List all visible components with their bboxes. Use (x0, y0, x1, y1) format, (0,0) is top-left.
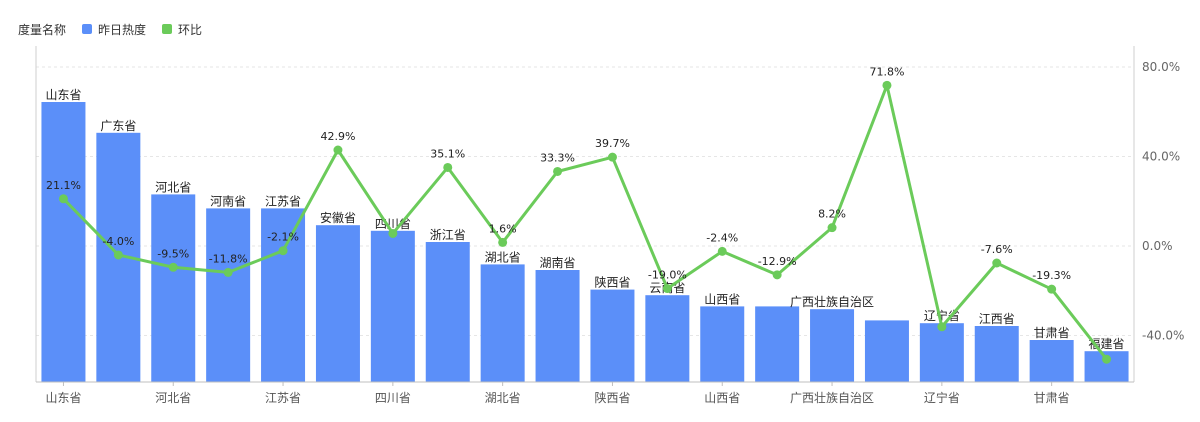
bar-label: 江苏省 (265, 194, 301, 208)
bar-label: 山西省 (704, 292, 740, 306)
x-tick-label: 陕西省 (594, 390, 630, 405)
mom-value-label: -19.0% (648, 269, 687, 282)
x-tick-label: 湖北省 (485, 390, 521, 405)
mom-value-label: 71.8% (869, 65, 904, 78)
bar[interactable] (810, 309, 855, 382)
y-right-tick-label: 40.0% (1142, 150, 1180, 164)
bar[interactable] (864, 320, 909, 382)
y-right-tick-label: -40.0% (1142, 329, 1184, 343)
mom-value-label: -7.6% (981, 243, 1013, 256)
bar[interactable] (535, 270, 580, 382)
mom-value-label: -2.4% (706, 231, 738, 244)
mom-value-label: 1.6% (489, 222, 517, 235)
mom-point[interactable] (333, 145, 343, 155)
mom-value-label: 35.1% (430, 147, 465, 160)
bar[interactable] (700, 306, 745, 382)
mom-point[interactable] (223, 267, 233, 277)
mom-value-label: 8.2% (818, 208, 846, 221)
bars (41, 102, 1129, 382)
legend-label-heat: 昨日热度 (98, 22, 147, 37)
bar[interactable] (41, 102, 86, 382)
x-tick-label: 江苏省 (265, 391, 301, 405)
mom-point[interactable] (1102, 354, 1112, 364)
bar[interactable] (315, 225, 360, 382)
mom-point[interactable] (553, 166, 563, 176)
y-right-tick-label: 80.0% (1142, 60, 1180, 74)
mom-point[interactable] (278, 246, 288, 256)
mom-point[interactable] (882, 80, 892, 90)
mom-point[interactable] (992, 258, 1002, 268)
x-tick-label: 山东省 (45, 391, 81, 405)
bar-label: 甘肃省 (1034, 326, 1070, 340)
bar-label: 浙江省 (430, 228, 466, 242)
bar-label: 湖北省 (485, 249, 521, 264)
mom-value-label: -4.0% (102, 235, 134, 248)
mom-value-label: 33.3% (540, 151, 575, 164)
mom-value-label: -11.8% (209, 252, 248, 265)
mom-value-label: 42.9% (320, 130, 355, 143)
bar-label: 山东省 (45, 88, 81, 102)
mom-value-label: 21.1% (46, 179, 81, 192)
mom-line-path (62, 83, 1108, 361)
x-tick-label: 甘肃省 (1034, 391, 1070, 405)
bar-label: 江西省 (979, 312, 1015, 326)
mom-labels: 21.1% -4.0% -9.5% -11.8% -2.1% 42.9% 35.1% 1.6%… (46, 65, 1071, 282)
bar-label: 湖南省 (540, 255, 576, 270)
mom-line (58, 80, 1112, 364)
x-tick-label: 辽宁省 (924, 390, 960, 405)
bar[interactable] (425, 242, 470, 382)
bar[interactable] (480, 264, 525, 382)
bar[interactable] (590, 289, 635, 382)
mom-point[interactable] (607, 152, 617, 162)
mom-point[interactable] (58, 194, 68, 204)
x-tick-label: 四川省 (375, 391, 411, 405)
x-tick-label: 河北省 (155, 391, 191, 405)
bar[interactable] (645, 295, 690, 382)
legend-item-heat[interactable]: 昨日热度 (82, 21, 146, 38)
bar-label: 河南省 (210, 193, 246, 208)
mom-point[interactable] (168, 262, 178, 272)
mom-value-label: 39.7% (595, 137, 630, 150)
bar[interactable] (370, 230, 415, 382)
mom-point[interactable] (717, 246, 727, 256)
bar[interactable] (755, 306, 800, 382)
bar[interactable] (974, 326, 1019, 382)
mom-point[interactable] (937, 322, 947, 332)
bar[interactable] (1029, 340, 1074, 382)
mom-point[interactable] (113, 250, 123, 260)
mom-value-label: -19.3% (1032, 269, 1071, 282)
legend-swatch-mom (162, 24, 173, 34)
legend-title: 度量名称 (18, 22, 67, 37)
bar-label: 陕西省 (594, 275, 630, 290)
mom-point[interactable] (388, 228, 398, 238)
mom-point[interactable] (498, 237, 508, 247)
bar[interactable] (261, 208, 306, 382)
legend-label-mom: 环比 (178, 22, 203, 37)
bar-label: 广东省 (100, 119, 136, 133)
mom-point[interactable] (662, 284, 672, 294)
bar[interactable] (206, 208, 251, 382)
mom-value-label: -2.1% (267, 231, 299, 244)
mom-point[interactable] (443, 162, 453, 172)
mom-point[interactable] (772, 270, 782, 280)
legend: 度量名称 昨日热度 环比 (18, 20, 202, 38)
bar[interactable] (151, 194, 196, 382)
bar[interactable] (919, 323, 964, 382)
x-tick-label: 山西省 (704, 391, 740, 405)
axes: 80.0%40.0%0.0%-40.0%山东省 河北省 江苏省 四川省 湖北省 陕西省 山西… (35, 46, 1184, 405)
bar-label: 安徽省 (320, 210, 356, 225)
bar-label: 辽宁省 (924, 308, 960, 323)
mom-point[interactable] (827, 223, 837, 233)
y-right-tick-label: 0.0% (1142, 239, 1173, 253)
legend-swatch-heat (82, 24, 93, 34)
bar-label: 广西壮族自治区 (790, 295, 874, 309)
bar-label: 河北省 (155, 180, 191, 194)
mom-value-label: -9.5% (157, 247, 189, 260)
mom-value-label: -12.9% (758, 255, 797, 268)
legend-item-mom[interactable]: 环比 (162, 21, 202, 38)
mom-point[interactable] (1047, 284, 1057, 294)
x-tick-label: 广西壮族自治区 (790, 391, 874, 405)
